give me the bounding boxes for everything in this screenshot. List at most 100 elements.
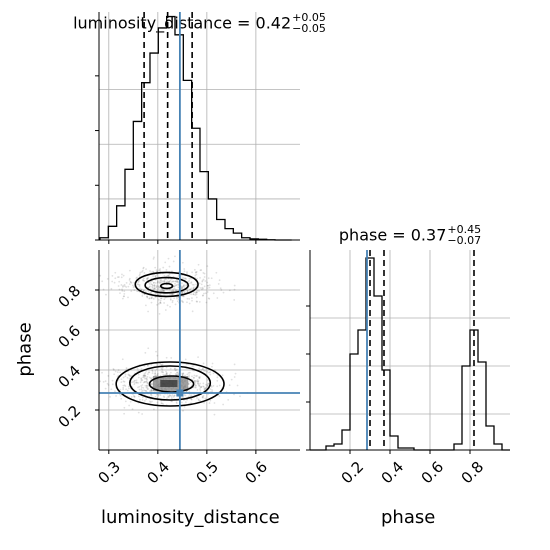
sample-point [164,261,167,264]
sample-point [137,376,140,379]
sample-point [157,287,159,290]
sample-point [199,269,202,272]
sample-point [130,290,133,292]
sample-point [172,290,174,292]
sample-point [177,283,180,286]
histogram-bar [225,229,233,240]
sample-point [146,364,149,367]
sample-point [228,289,231,292]
x-tick-label: 0.2 [338,458,368,488]
sample-point [200,283,203,286]
sample-point [204,388,206,390]
sample-point [134,381,136,384]
sample-point [120,284,123,286]
sample-point [146,376,149,378]
sample-point [144,374,147,377]
sample-point [199,386,202,389]
sample-point [150,394,153,397]
sample-point [203,276,206,278]
sample-point [228,384,231,387]
sample-point [156,293,159,296]
sample-point [190,277,192,280]
sample-point [181,373,184,376]
sample-point [138,398,141,401]
sample-point [204,387,207,390]
sample-point [198,301,201,303]
sample-point [150,389,152,392]
sample-point [159,302,162,305]
sample-point [145,377,148,380]
sample-point [148,286,151,289]
sample-point [119,394,122,397]
sample-point [156,284,158,287]
histogram-bar [358,330,366,450]
sample-point [159,362,162,365]
sample-point [146,373,149,375]
x-tick-label: 0.4 [378,458,408,488]
title-err-plus: +0.05 [292,11,326,24]
sample-point [172,260,175,263]
sample-point [154,275,157,278]
sample-point [151,400,153,403]
sample-point [206,291,209,293]
sample-point [117,379,120,381]
sample-point [233,288,236,291]
sample-point [167,396,170,399]
sample-point [198,377,201,380]
sample-point [128,374,130,377]
sample-point [196,289,199,292]
sample-point [167,275,170,277]
sample-point [166,280,169,282]
sample-point [201,294,204,297]
panel-title-luminosity_distance: luminosity_distance = 0.42 +0.05 −0.05 [73,12,326,34]
sample-point [193,383,196,386]
sample-point [182,372,185,375]
sample-point [181,396,183,399]
sample-point [194,380,197,382]
sample-point [142,267,145,270]
sample-point [169,371,172,374]
sample-point [156,273,158,276]
sample-point [186,297,189,300]
sample-point [196,397,198,399]
sample-point [167,257,170,260]
sample-point [127,296,129,299]
sample-point [114,390,116,393]
sample-point [197,263,200,266]
sample-point [180,287,183,290]
sample-point [127,385,130,388]
sample-point [177,281,180,284]
sample-point [165,371,168,374]
sample-point [174,367,177,370]
sample-point [123,412,126,415]
sample-point [110,388,113,391]
sample-point [160,367,163,370]
sample-point [170,395,173,398]
panel-title-phase: phase = 0.37 +0.45 −0.07 [339,224,481,246]
sample-point [162,288,165,291]
sample-point [197,356,199,359]
sample-point [159,301,162,304]
sample-point [184,394,187,397]
sample-point [150,390,153,392]
sample-point [211,390,214,393]
sample-point [99,380,101,383]
sample-point [128,404,131,407]
sample-point [137,281,140,284]
sample-point [139,273,141,275]
sample-point [140,367,143,370]
sample-point [184,401,187,404]
sample-point [127,387,130,390]
sample-point [174,303,177,306]
x-tick-label: 0.8 [458,458,488,488]
sample-point [123,295,126,298]
sample-point [217,283,220,285]
sample-point [201,395,204,398]
sample-point [195,375,197,377]
sample-point [177,292,180,295]
sample-point [210,277,213,280]
sample-point [182,284,185,287]
sample-point [146,379,148,381]
histogram-bar [494,444,502,450]
sample-point [176,300,179,303]
